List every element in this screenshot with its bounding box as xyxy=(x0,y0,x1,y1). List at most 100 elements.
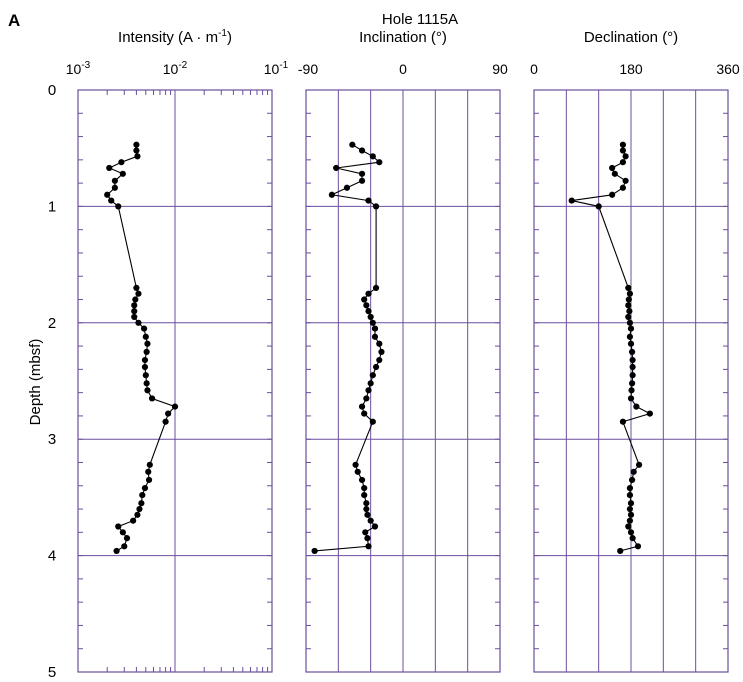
data-point xyxy=(627,529,635,536)
data-point xyxy=(311,547,318,555)
data-point xyxy=(626,491,634,499)
data-point xyxy=(634,543,642,550)
data-point xyxy=(343,184,351,191)
x-tick-exponent: -2 xyxy=(178,60,187,71)
data-point xyxy=(568,197,575,204)
data-point xyxy=(619,184,627,191)
data-point xyxy=(134,511,141,518)
x-tick-label: 10-1 xyxy=(264,60,289,77)
data-point xyxy=(119,529,126,536)
data-point xyxy=(362,529,369,536)
x-tick-label: 90 xyxy=(492,61,508,77)
data-point xyxy=(371,523,379,530)
data-point xyxy=(625,296,632,303)
depth-tick-label: 5 xyxy=(48,664,56,681)
data-point xyxy=(365,197,372,204)
data-point xyxy=(363,505,370,513)
panel-title: Declination (°) xyxy=(584,29,678,46)
data-line xyxy=(571,144,652,552)
data-point xyxy=(145,468,152,475)
data-point xyxy=(111,177,118,184)
x-tick-exponent: -3 xyxy=(81,60,90,71)
data-point xyxy=(626,319,634,326)
data-point xyxy=(148,395,156,402)
data-point xyxy=(626,290,634,297)
data-point xyxy=(619,418,627,425)
data-point xyxy=(633,403,640,410)
data-point xyxy=(617,547,624,555)
data-point xyxy=(108,197,115,204)
data-point xyxy=(333,164,340,172)
data-point xyxy=(626,517,634,524)
data-point xyxy=(133,284,140,291)
data-point xyxy=(625,302,632,309)
data-point xyxy=(113,547,120,555)
data-point xyxy=(133,147,140,154)
data-point xyxy=(369,418,376,425)
data-point xyxy=(115,203,122,210)
data-point xyxy=(622,153,629,160)
data-point xyxy=(140,325,148,332)
data-point xyxy=(627,325,635,332)
data-point xyxy=(328,191,335,198)
data-point xyxy=(626,484,634,492)
data-point xyxy=(626,505,634,513)
data-point xyxy=(625,523,632,530)
data-point xyxy=(118,159,125,166)
x-tick-label: 10-3 xyxy=(66,60,91,77)
data-point xyxy=(141,484,149,492)
data-point xyxy=(365,387,372,394)
data-point xyxy=(622,177,629,184)
data-point xyxy=(627,500,635,507)
data-point xyxy=(142,333,149,340)
data-point xyxy=(628,476,636,484)
data-point xyxy=(646,410,653,417)
data-point xyxy=(628,387,635,394)
x-tick-exponent: -1 xyxy=(279,60,288,71)
y-axis-label: Depth (mbsf) xyxy=(27,339,44,426)
data-point xyxy=(365,543,372,550)
data-point xyxy=(131,313,138,321)
data-point xyxy=(629,535,636,542)
data-point xyxy=(619,159,627,166)
data-point xyxy=(609,191,616,198)
depth-tick-label: 3 xyxy=(48,431,56,448)
panel-inclination: Inclination (°) -90 0 90 xyxy=(298,29,508,673)
data-point xyxy=(365,308,372,315)
data-point xyxy=(135,319,142,326)
data-point xyxy=(361,484,368,492)
data-point xyxy=(143,380,150,387)
data-point xyxy=(376,356,383,364)
panel-title-end: ) xyxy=(227,29,232,46)
depth-tick-label: 1 xyxy=(48,198,56,215)
data-point xyxy=(626,333,634,340)
x-tick-base: 10 xyxy=(163,61,179,77)
data-point xyxy=(376,159,383,166)
data-line xyxy=(314,144,382,552)
hole-label: Hole 1115A xyxy=(382,11,458,28)
data-point xyxy=(358,177,366,184)
data-point xyxy=(619,141,627,148)
data-point xyxy=(115,523,122,530)
data-point xyxy=(361,410,368,417)
panel-intensity: Intensity (A · m-1)10-3 10-2 10-1 xyxy=(66,28,289,673)
data-point xyxy=(611,170,618,177)
x-tick-base: 10 xyxy=(264,61,280,77)
x-tick-label: 180 xyxy=(619,61,643,77)
data-point xyxy=(358,403,366,410)
data-point xyxy=(627,340,635,347)
data-point xyxy=(111,184,118,191)
data-point xyxy=(123,535,131,542)
panel-letter: A xyxy=(8,11,20,30)
x-tick-label: -90 xyxy=(298,61,318,77)
depth-tick-label: 0 xyxy=(48,82,56,99)
data-point xyxy=(138,500,145,507)
data-point xyxy=(141,356,149,364)
data-point xyxy=(358,147,366,154)
data-point xyxy=(141,363,149,371)
data-point xyxy=(628,348,636,355)
data-point xyxy=(119,170,126,177)
data-point xyxy=(367,380,374,387)
data-point xyxy=(361,296,368,303)
data-point xyxy=(142,372,149,379)
